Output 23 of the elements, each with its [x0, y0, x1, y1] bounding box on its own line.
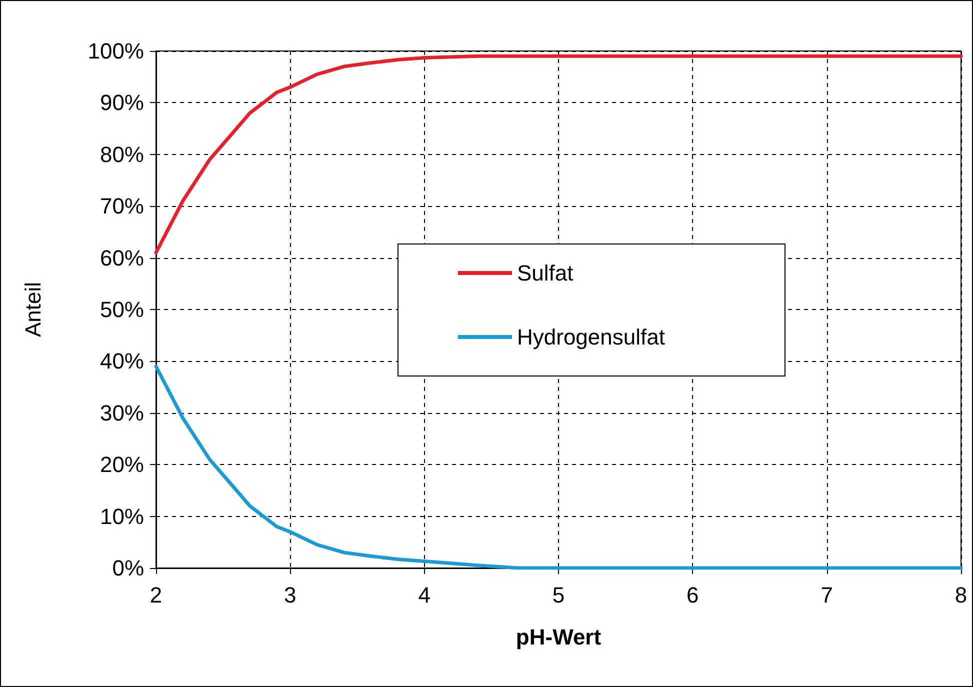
x-tick-label: 4: [418, 582, 430, 608]
y-tick-label: 60%: [100, 245, 144, 270]
y-tick-label: 100%: [88, 38, 144, 64]
y-tick-label: 50%: [100, 297, 144, 322]
x-tick-label: 6: [686, 582, 699, 608]
x-tick-label: 5: [552, 582, 565, 608]
y-tick-label: 40%: [100, 348, 144, 374]
x-tick-label: 8: [954, 582, 968, 608]
x-axis-title: pH-Wert: [516, 624, 602, 650]
x-tick-label: 7: [820, 582, 833, 608]
legend-label: Sulfat: [517, 260, 574, 286]
y-tick-label: 70%: [100, 194, 144, 219]
y-tick-label: 90%: [100, 90, 144, 116]
y-tick-label: 80%: [100, 142, 144, 167]
x-tick-label: 2: [150, 582, 162, 608]
legend-label: Hydrogensulfat: [517, 324, 665, 350]
y-tick-label: 10%: [100, 504, 144, 529]
line-series: [154, 54, 963, 254]
x-tick-label: 3: [284, 582, 296, 608]
y-tick-label: 0%: [112, 556, 144, 580]
y-tick-label: 30%: [100, 400, 144, 426]
y-tick-label: 20%: [100, 452, 144, 478]
y-axis-title: Anteil: [20, 282, 46, 338]
